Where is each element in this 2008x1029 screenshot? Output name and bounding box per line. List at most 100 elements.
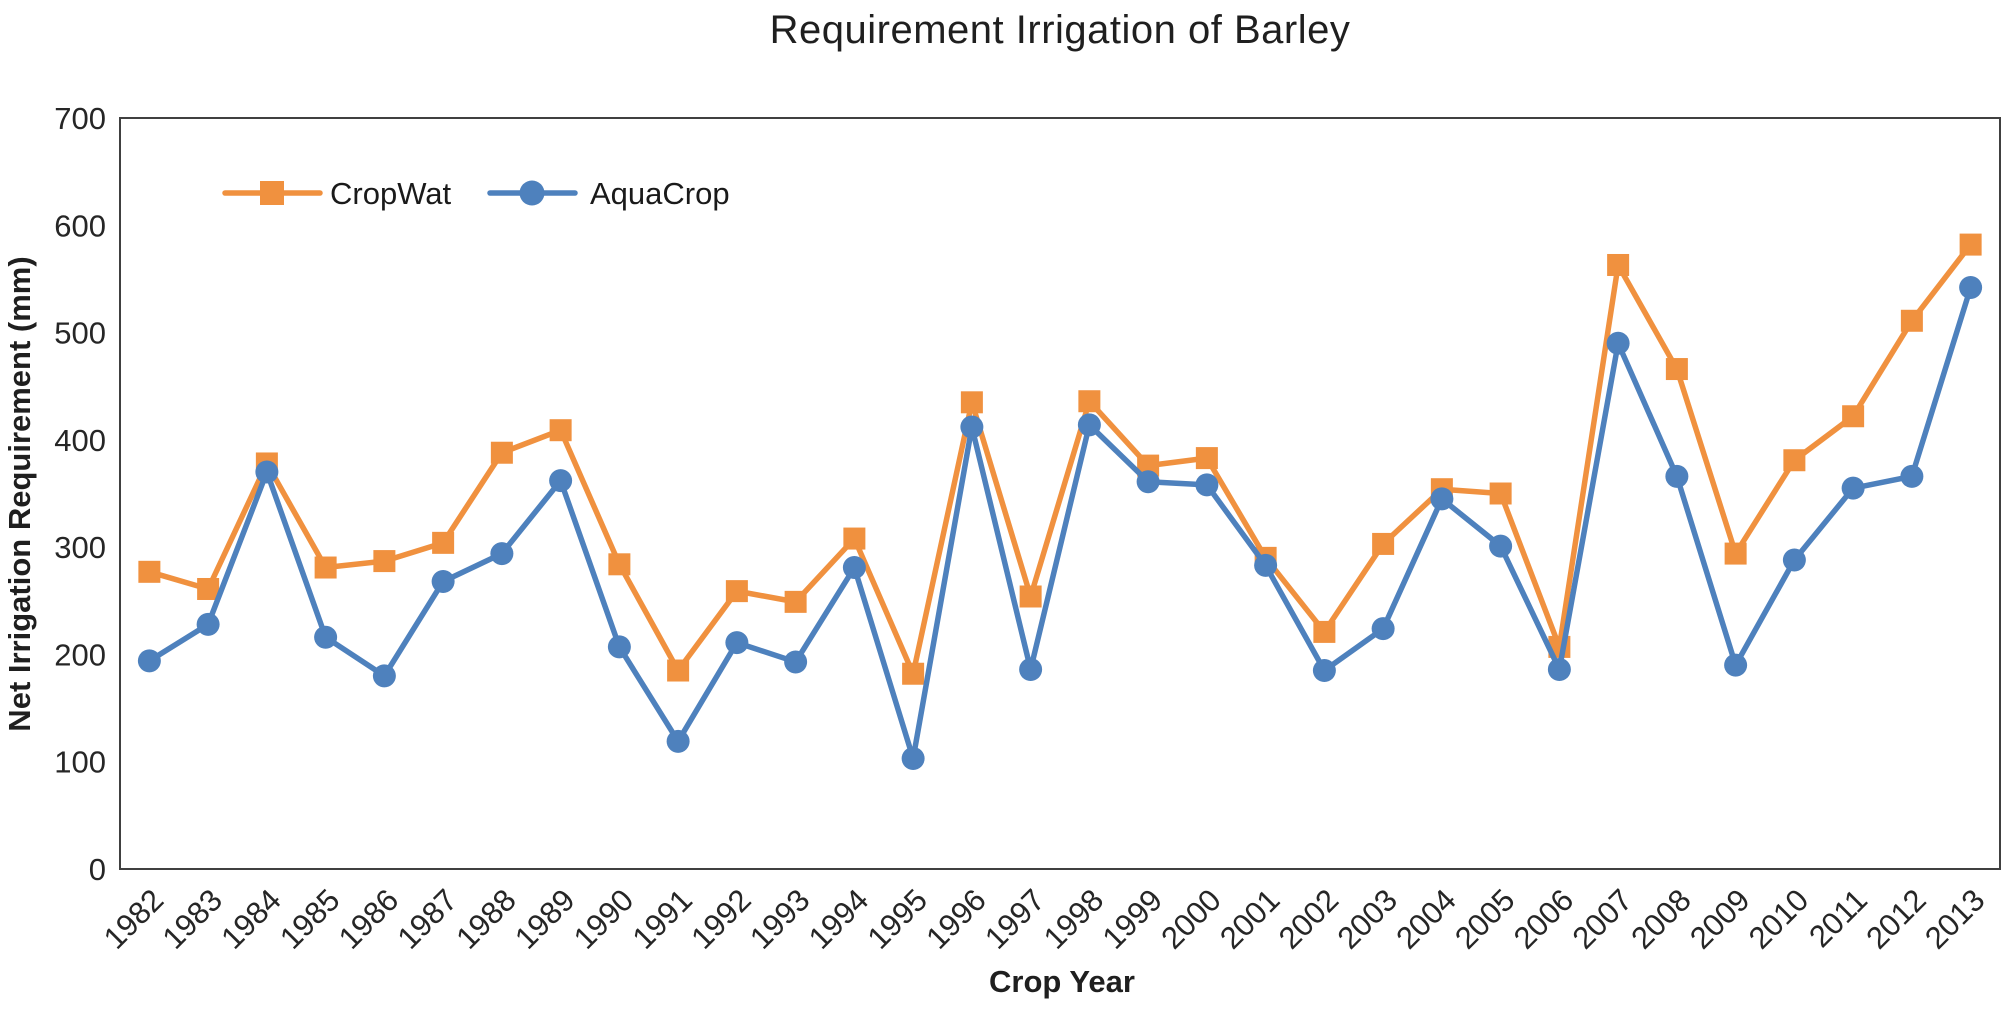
legend: CropWat AquaCrop — [222, 176, 730, 211]
series-layer — [137, 233, 1983, 770]
x-tick-label: 2010 — [1742, 882, 1816, 956]
data-point-marker-cropwat — [1313, 620, 1336, 643]
y-tick-label: 600 — [54, 208, 106, 243]
data-point-marker-aquacrop — [1019, 657, 1043, 681]
data-point-marker-cropwat — [138, 560, 161, 583]
legend-marker-aquacrop — [519, 180, 545, 206]
data-point-marker-aquacrop — [1077, 413, 1101, 437]
data-point-marker-aquacrop — [1841, 476, 1865, 500]
legend-label-cropwat: CropWat — [330, 176, 452, 211]
chart-title: Requirement Irrigation of Barley — [769, 8, 1351, 52]
x-axis-tick-labels: 1982198319841985198619871988198919901991… — [97, 882, 1992, 956]
x-tick-label: 1990 — [567, 882, 641, 956]
data-point-marker-aquacrop — [196, 612, 220, 636]
x-tick-label: 1998 — [1037, 882, 1111, 956]
y-axis-tick-labels: 0 100 200 300 400 500 600 700 — [54, 101, 106, 887]
data-point-marker-aquacrop — [784, 650, 808, 674]
x-tick-label: 1991 — [626, 882, 700, 956]
x-tick-label: 1997 — [978, 882, 1052, 956]
x-tick-label: 2011 — [1802, 882, 1874, 954]
data-point-marker-cropwat — [784, 590, 807, 613]
data-point-marker-aquacrop — [1959, 276, 1983, 300]
data-point-marker-cropwat — [1195, 447, 1218, 470]
y-tick-label: 400 — [54, 423, 106, 458]
x-tick-label: 2002 — [1272, 882, 1346, 956]
data-point-marker-aquacrop — [1665, 464, 1689, 488]
data-point-marker-aquacrop — [725, 631, 749, 655]
x-tick-label: 1986 — [332, 882, 406, 956]
x-tick-label: 1989 — [508, 882, 582, 956]
x-tick-label: 2006 — [1507, 882, 1581, 956]
y-tick-label: 700 — [54, 101, 106, 136]
data-point-marker-cropwat — [1665, 358, 1688, 381]
data-point-marker-aquacrop — [842, 556, 866, 580]
x-tick-label: 2008 — [1624, 882, 1698, 956]
data-point-marker-cropwat — [667, 659, 690, 682]
data-point-marker-aquacrop — [1136, 470, 1160, 494]
data-point-marker-cropwat — [373, 550, 396, 573]
y-tick-label: 100 — [54, 745, 106, 780]
x-tick-label: 2003 — [1331, 882, 1405, 956]
data-point-marker-cropwat — [549, 419, 572, 442]
data-point-marker-aquacrop — [1724, 653, 1748, 677]
legend-label-aquacrop: AquaCrop — [590, 176, 730, 211]
data-point-marker-cropwat — [1137, 454, 1160, 477]
data-point-marker-aquacrop — [490, 542, 514, 566]
x-tick-label: 2005 — [1448, 882, 1522, 956]
x-tick-label: 1994 — [802, 882, 876, 956]
data-point-marker-aquacrop — [255, 460, 279, 484]
data-point-marker-cropwat — [608, 553, 631, 576]
data-point-marker-aquacrop — [137, 649, 161, 673]
y-axis-title: Net Irrigation Requirement (mm) — [2, 256, 37, 731]
data-point-marker-aquacrop — [1782, 548, 1806, 572]
data-point-marker-aquacrop — [431, 569, 455, 593]
data-point-marker-cropwat — [197, 577, 220, 600]
x-tick-label: 2012 — [1859, 882, 1933, 956]
data-point-marker-aquacrop — [1195, 473, 1219, 497]
data-point-marker-cropwat — [1489, 482, 1512, 505]
x-tick-label: 1996 — [919, 882, 993, 956]
data-point-marker-cropwat — [490, 441, 513, 464]
y-tick-label: 300 — [54, 530, 106, 565]
data-point-marker-aquacrop — [607, 635, 631, 659]
x-tick-label: 1995 — [861, 882, 935, 956]
data-point-marker-cropwat — [960, 391, 983, 414]
series-line-aquacrop — [146, 284, 1974, 762]
data-point-marker-aquacrop — [372, 664, 396, 688]
x-tick-label: 2004 — [1389, 882, 1463, 956]
y-tick-label: 200 — [54, 637, 106, 672]
data-point-marker-cropwat — [1900, 309, 1923, 332]
x-tick-label: 2009 — [1683, 882, 1757, 956]
data-point-marker-aquacrop — [1900, 464, 1924, 488]
legend-marker-cropwat — [260, 181, 284, 205]
data-point-marker-cropwat — [1078, 390, 1101, 413]
data-point-marker-aquacrop — [549, 469, 573, 493]
x-tick-label: 2007 — [1566, 882, 1640, 956]
x-tick-label: 2000 — [1154, 882, 1228, 956]
data-point-marker-cropwat — [1019, 585, 1042, 608]
data-point-marker-aquacrop — [1312, 659, 1336, 683]
data-point-marker-aquacrop — [1254, 553, 1278, 577]
series-line-cropwat — [146, 241, 1974, 677]
data-point-marker-aquacrop — [314, 625, 338, 649]
data-point-marker-cropwat — [314, 556, 337, 579]
x-tick-label: 1999 — [1096, 882, 1170, 956]
data-point-marker-aquacrop — [1489, 534, 1513, 558]
data-point-marker-cropwat — [843, 527, 866, 550]
data-point-marker-aquacrop — [1606, 331, 1630, 355]
data-point-marker-cropwat — [1724, 542, 1747, 565]
data-point-marker-aquacrop — [1430, 487, 1454, 511]
data-point-marker-cropwat — [1607, 253, 1630, 276]
x-tick-label: 1987 — [391, 882, 465, 956]
x-tick-label: 2013 — [1918, 882, 1992, 956]
data-point-marker-aquacrop — [666, 729, 690, 753]
x-tick-label: 1983 — [156, 882, 230, 956]
y-tick-label: 0 — [89, 852, 106, 887]
data-point-marker-cropwat — [902, 662, 925, 685]
x-axis-title: Crop Year — [989, 964, 1135, 999]
plot-area-border — [119, 117, 2001, 870]
x-tick-label: 1993 — [743, 882, 817, 956]
data-point-marker-aquacrop — [1371, 617, 1395, 641]
